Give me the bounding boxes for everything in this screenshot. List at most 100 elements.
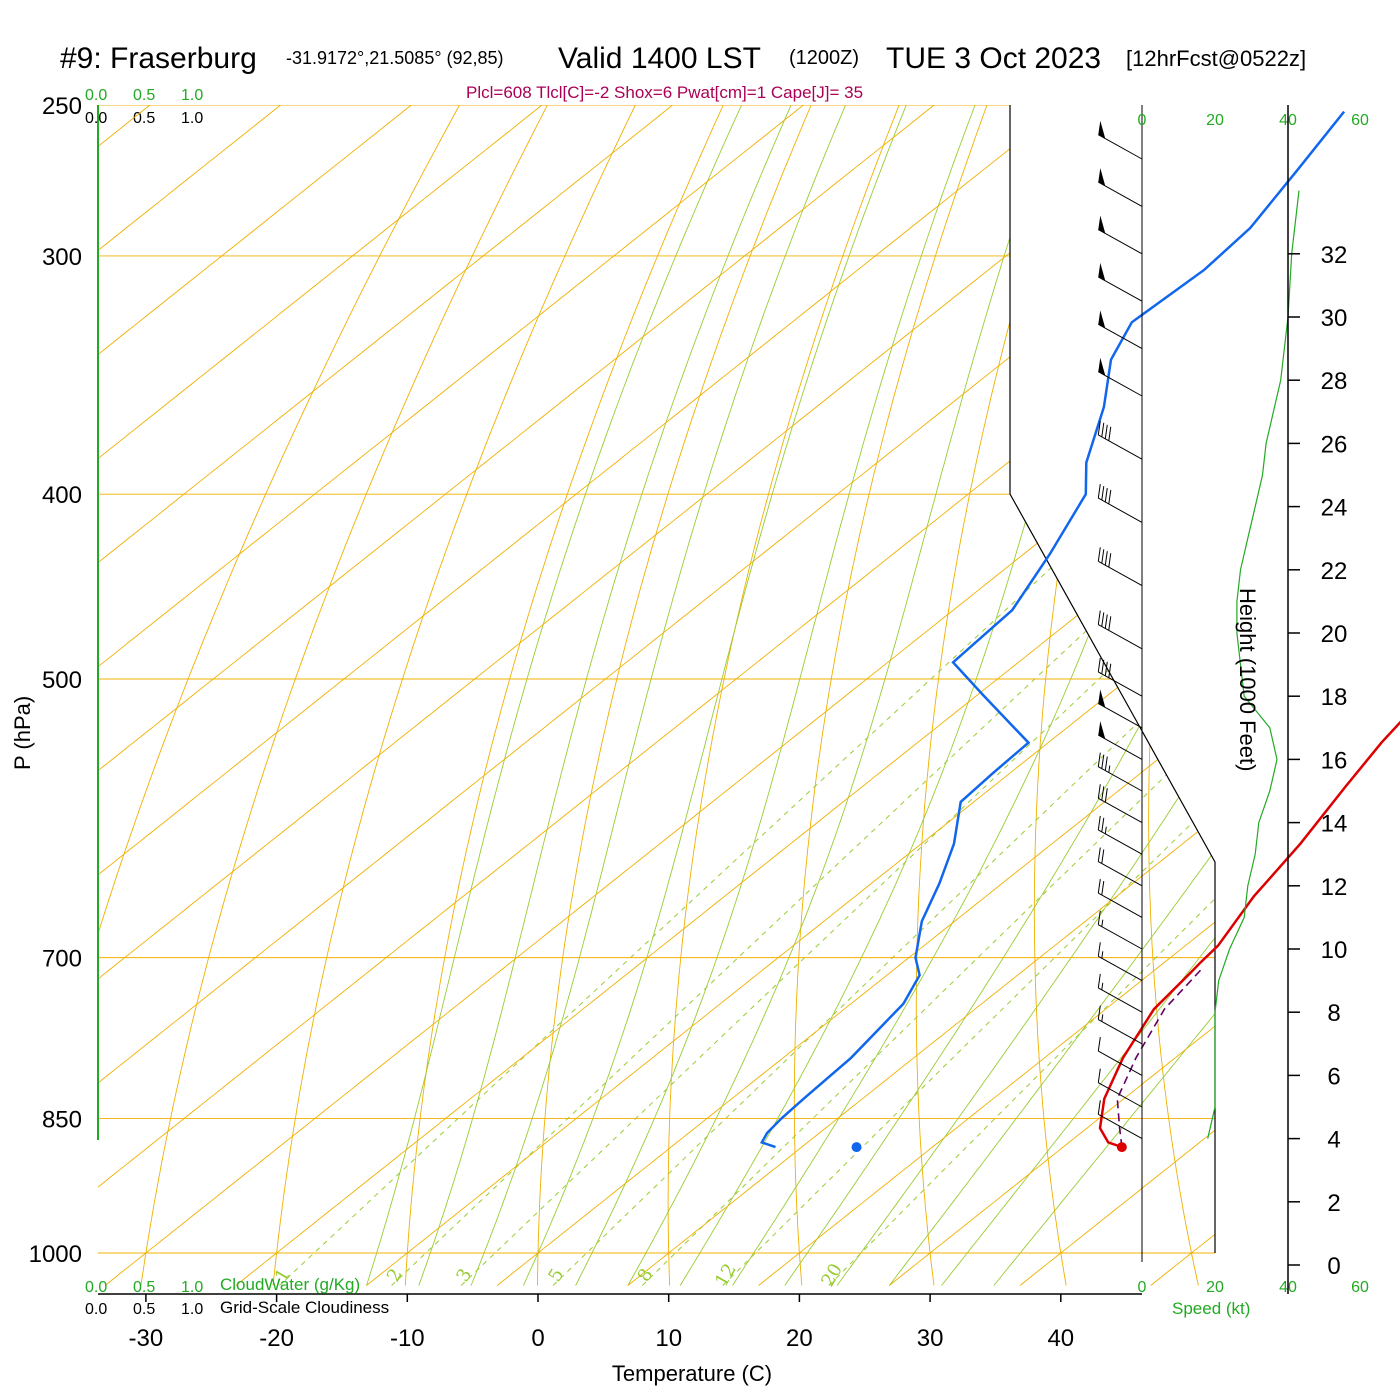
height-tick-label: 4: [1327, 1127, 1340, 1154]
wind-barb-shaft: [1098, 955, 1143, 982]
pressure-tick-label: 400: [42, 482, 82, 509]
top-cloudwater-tick-1: 0.5: [133, 87, 155, 104]
wind-barb-flag: [1101, 849, 1105, 864]
wind-barbs: [1097, 120, 1143, 1140]
wind-speed-profile: [1207, 190, 1300, 1139]
speed-axis-label: Speed (kt): [1172, 1299, 1250, 1318]
surface-dewpoint-marker: [851, 1142, 862, 1153]
wind-barb-flag: [1097, 910, 1101, 925]
wind-barb-pennant: [1098, 120, 1106, 139]
moist-adiabat-line: [836, 105, 1215, 1286]
wind-barb-flag: [1101, 485, 1105, 501]
temperature-tick-label: 20: [786, 1325, 813, 1352]
wind-barb-shaft: [1098, 134, 1143, 160]
surface-temperature-marker: [1116, 1142, 1127, 1153]
wind-barb-flag: [1101, 549, 1105, 564]
wind-barb-flag: [1101, 817, 1105, 832]
wind-barb-flag: [1104, 756, 1108, 771]
bottom-cloudiness-tick-0: 0.0: [85, 1301, 107, 1318]
temperature-tick-label: -20: [259, 1325, 294, 1352]
wind-barb-flag: [1097, 815, 1101, 830]
isotherm-line: [98, 105, 1215, 1286]
diagram-right-mask: [1010, 105, 1400, 1300]
bottom-cloudwater-label: CloudWater (g/Kg): [220, 1275, 360, 1294]
wind-barb-shaft: [1098, 371, 1143, 397]
wind-barb-shaft: [1098, 181, 1143, 207]
height-tick-label: 20: [1321, 621, 1348, 648]
height-tick-label: 0: [1327, 1253, 1340, 1280]
wind-barb-shaft: [1098, 924, 1143, 950]
height-tick-label: 28: [1321, 368, 1348, 395]
isotherm-line: [1019, 105, 1215, 1286]
top-cloudwater-tick-2: 1.0: [181, 87, 203, 104]
moist-adiabat-line: [627, 105, 1055, 1286]
wind-barb-shaft: [1098, 861, 1143, 887]
pressure-tick-labels: 250 300 400 500 700 850 1000: [29, 93, 82, 1268]
wind-barb-flag: [1097, 1037, 1101, 1052]
wind-barb-shaft: [1098, 797, 1143, 824]
height-tick-label: 18: [1321, 684, 1348, 711]
wind-barb-flag: [1101, 612, 1105, 627]
moist-adiabat-line: [888, 105, 1215, 1286]
mixing-ratio-line: [279, 493, 1132, 1286]
speed-tick-top-1: 20: [1206, 112, 1224, 129]
wind-barb-flag: [1097, 657, 1101, 672]
wind-barb-flag: [1097, 752, 1101, 767]
pressure-tick-label: 250: [42, 93, 82, 120]
title-date: TUE 3 Oct 2023: [886, 42, 1101, 75]
x-axis-label: Temperature (C): [612, 1361, 772, 1386]
stability-indices: Plcl=608 Tlcl[C]=-2 Shox=6 Pwat[cm]=1 Ca…: [466, 83, 863, 102]
title-forecast: [12hrFcst@0522z]: [1126, 46, 1306, 71]
speed-tick-top-3: 60: [1351, 112, 1369, 129]
temperature-tick-label: -10: [390, 1325, 425, 1352]
height-tick-label: 30: [1321, 305, 1348, 332]
moist-adiabat-line: [575, 105, 976, 1286]
wind-barb-flag: [1097, 847, 1101, 862]
height-tick-label: 22: [1321, 558, 1348, 585]
isotherm-line: [496, 105, 1215, 1286]
dry-adiabat-line: [793, 105, 988, 1286]
wind-barb-pennant: [1098, 689, 1106, 708]
height-tick-label: 26: [1321, 431, 1348, 458]
wind-barb-flag: [1097, 973, 1101, 988]
wind-barb-shaft: [1098, 892, 1143, 918]
mixing-ratio-lines: [279, 493, 1215, 1286]
y-axis-label: P (hPa): [10, 696, 35, 770]
speed-tick-bottom-1: 20: [1206, 1279, 1224, 1296]
moist-adiabat-line: [784, 105, 1215, 1286]
wind-barb-flag: [1104, 551, 1108, 566]
wind-barb-flag: [1097, 547, 1101, 562]
wind-barb-flag: [1104, 788, 1108, 803]
wind-barb-flag: [1104, 487, 1108, 503]
moist-adiabat-line: [366, 105, 743, 1286]
wind-barb-flag: [1104, 614, 1108, 629]
pressure-tick-label: 700: [42, 946, 82, 973]
dry-adiabat-line: [915, 105, 1076, 1286]
isotherm-line: [98, 105, 543, 1286]
wind-barb-pennant: [1098, 721, 1106, 740]
wind-barb-half-flag: [1101, 951, 1104, 959]
isotherm-line: [98, 105, 1066, 1286]
wind-barb-flag: [1101, 422, 1105, 437]
height-tick-label: 12: [1321, 874, 1348, 901]
pressure-tick-label: 850: [42, 1106, 82, 1133]
isotherm-line: [889, 105, 1215, 1286]
wind-barb-flag: [1097, 879, 1101, 894]
wind-barb-shaft: [1098, 703, 1143, 729]
pressure-tick-label: 500: [42, 667, 82, 694]
bottom-cloudiness-label: Grid-Scale Cloudiness: [220, 1298, 389, 1317]
temperature-tick-label: 30: [917, 1325, 944, 1352]
bottom-cloudwater-tick-2: 1.0: [181, 1279, 203, 1296]
wind-barb-flag: [1108, 663, 1112, 678]
isobars: [98, 105, 1215, 1254]
wind-barb-shaft: [1098, 1019, 1143, 1045]
bottom-cloudiness-tick-1: 0.5: [133, 1301, 155, 1318]
wind-barb-flag: [1108, 553, 1112, 568]
wind-barb-flag: [1108, 489, 1112, 505]
wind-barb-shaft: [1098, 987, 1143, 1013]
wind-barb-shaft: [1098, 434, 1143, 460]
title-valid: Valid 1400 LST: [558, 42, 761, 75]
wind-barb-shaft: [1098, 829, 1143, 855]
wind-barb-flag: [1097, 1100, 1101, 1115]
